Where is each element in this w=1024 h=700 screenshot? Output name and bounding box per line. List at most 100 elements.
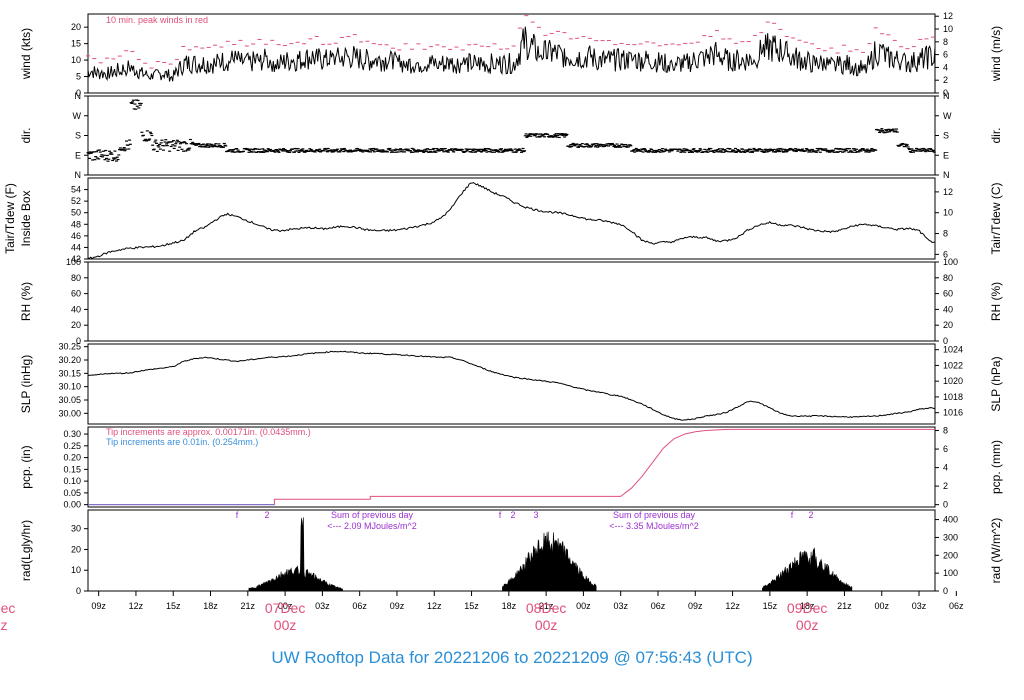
panel-frame-temp [87,177,936,260]
xtick-label: 12z [129,601,144,611]
ytick-right-label-rad: 0 [943,586,948,596]
ylabel-right-rh: RH (%) [989,282,1003,321]
rad-marker: f [791,510,794,520]
day-label-hour: 00z [274,617,297,633]
xtick-label: 18z [800,601,815,611]
xtick-label: 21z [837,601,852,611]
ytick-right-label-rad: 300 [943,532,958,542]
ytick-label-dir: S [75,131,81,141]
rad-marker: 2 [510,510,515,520]
xtick-label: 03z [912,601,927,611]
ytick-label-wind: 5 [76,72,81,82]
ytick-label-slp: 30.25 [58,342,81,352]
ytick-right-label-dir: S [943,131,949,141]
ytick-right-label-rh: 20 [943,320,953,330]
ytick-label-pcp: 0.05 [63,488,81,498]
ytick-right-label-pcp: 6 [943,444,948,454]
ytick-label-temp: 54 [71,185,81,195]
ytick-label-wind: 20 [71,22,81,32]
ytick-right-label-rh: 0 [943,336,948,346]
ytick-right-label-pcp: 8 [943,426,948,436]
ylabel-rh: RH (%) [19,282,33,321]
ytick-right-label-slp: 1022 [943,360,963,370]
xtick-label: 15z [166,601,181,611]
ylabel-pcp: pcp. (in) [19,445,33,488]
ytick-label-pcp: 0.10 [63,476,81,486]
rad-area-day-1 [248,517,343,592]
ytick-label-pcp: 0.25 [63,441,81,451]
ytick-right-label-temp: 12 [943,187,953,197]
edge-day-label-hour: z [1,617,8,633]
day-label-hour: 00z [535,617,558,633]
ylabel-temp: Tair/Tdew (F) [3,183,17,254]
ytick-right-label-rad: 200 [943,550,958,560]
dir-points [86,99,936,162]
rad-marker: f [499,510,502,520]
rad-marker: f [236,510,239,520]
ytick-right-label-rh: 40 [943,304,953,314]
ylabel-right-temp: Tair/Tdew (C) [989,182,1003,254]
ytick-right-label-temp: 6 [943,249,948,259]
xtick-label: 12z [427,601,442,611]
ytick-label-rad: 10 [71,565,81,575]
ytick-right-label-pcp: 4 [943,463,948,473]
ytick-label-dir: N [75,170,82,180]
xtick-label: 18z [502,601,517,611]
ytick-right-label-slp: 1020 [943,376,963,386]
peak-wind-dashes [86,15,935,69]
ytick-right-label-wind: 10 [943,24,953,34]
ylabel-right-dir: dir. [989,127,1003,143]
rad-area-day-2 [502,531,597,592]
ytick-label-slp: 30.20 [58,355,81,365]
pcp-annotation-blue: Tip increments are 0.01in. (0.254mm.) [106,437,258,447]
ytick-right-label-dir: E [943,150,949,160]
ytick-label-pcp: 0.15 [63,464,81,474]
day-label-date: 07Dec [265,600,305,616]
temp-series [87,182,936,260]
ytick-label-wind: 0 [76,88,81,98]
ytick-right-label-dir: N [943,91,950,101]
wind-annotation: 10 min. peak winds in red [106,15,208,25]
ytick-right-label-pcp: 2 [943,481,948,491]
ytick-label-temp: 50 [71,208,81,218]
pcp-series [88,428,935,506]
xtick-label: 09z [390,601,405,611]
xtick-label: 09z [91,601,106,611]
rad-note-2-line1: Sum of previous day [613,510,696,520]
ytick-right-label-slp: 1024 [943,345,963,355]
ylabel-dir: dir. [19,127,33,143]
ytick-label-temp: 46 [71,231,81,241]
ytick-label-slp: 30.10 [58,382,81,392]
ytick-label-rh: 40 [71,304,81,314]
xtick-label: 06z [651,601,666,611]
slp-series [87,350,936,421]
day-label-date: 09Dec [787,600,827,616]
xtick-label: 18z [203,601,218,611]
rad-marker: 2 [264,510,269,520]
ytick-label-rad: 0 [76,586,81,596]
ytick-right-label-temp: 10 [943,208,953,218]
ytick-label-pcp: 0.20 [63,453,81,463]
ylabel-right-slp: SLP (hPa) [989,356,1003,411]
ytick-right-label-rh: 100 [943,257,958,267]
xtick-label: 03z [613,601,628,611]
rad-note-2-line2: <--- 3.35 MJoules/m^2 [609,521,699,531]
ytick-label-wind: 15 [71,39,81,49]
ytick-label-rh: 20 [71,320,81,330]
rad-area-day-3 [762,547,853,592]
xtick-label: 00z [874,601,889,611]
ytick-label-rh: 100 [66,257,81,267]
ytick-right-label-wind: 12 [943,11,953,21]
rad-marker: 3 [533,510,538,520]
ytick-right-label-rad: 400 [943,515,958,525]
ytick-label-pcp: 0.00 [63,500,81,510]
pcp-annotation-red: Tip increments are approx. 0.00171in. (0… [106,427,311,437]
ytick-right-label-slp: 1018 [943,392,963,402]
xtick-label: 06z [352,601,367,611]
ylabel2-temp: Inside Box [19,190,33,246]
ylabel-right-rad: rad (W/m^2) [989,518,1003,584]
ytick-label-slp: 30.05 [58,395,81,405]
ytick-right-label-wind: 6 [943,50,948,60]
ytick-label-slp: 30.00 [58,408,81,418]
ytick-label-rad: 30 [71,524,81,534]
